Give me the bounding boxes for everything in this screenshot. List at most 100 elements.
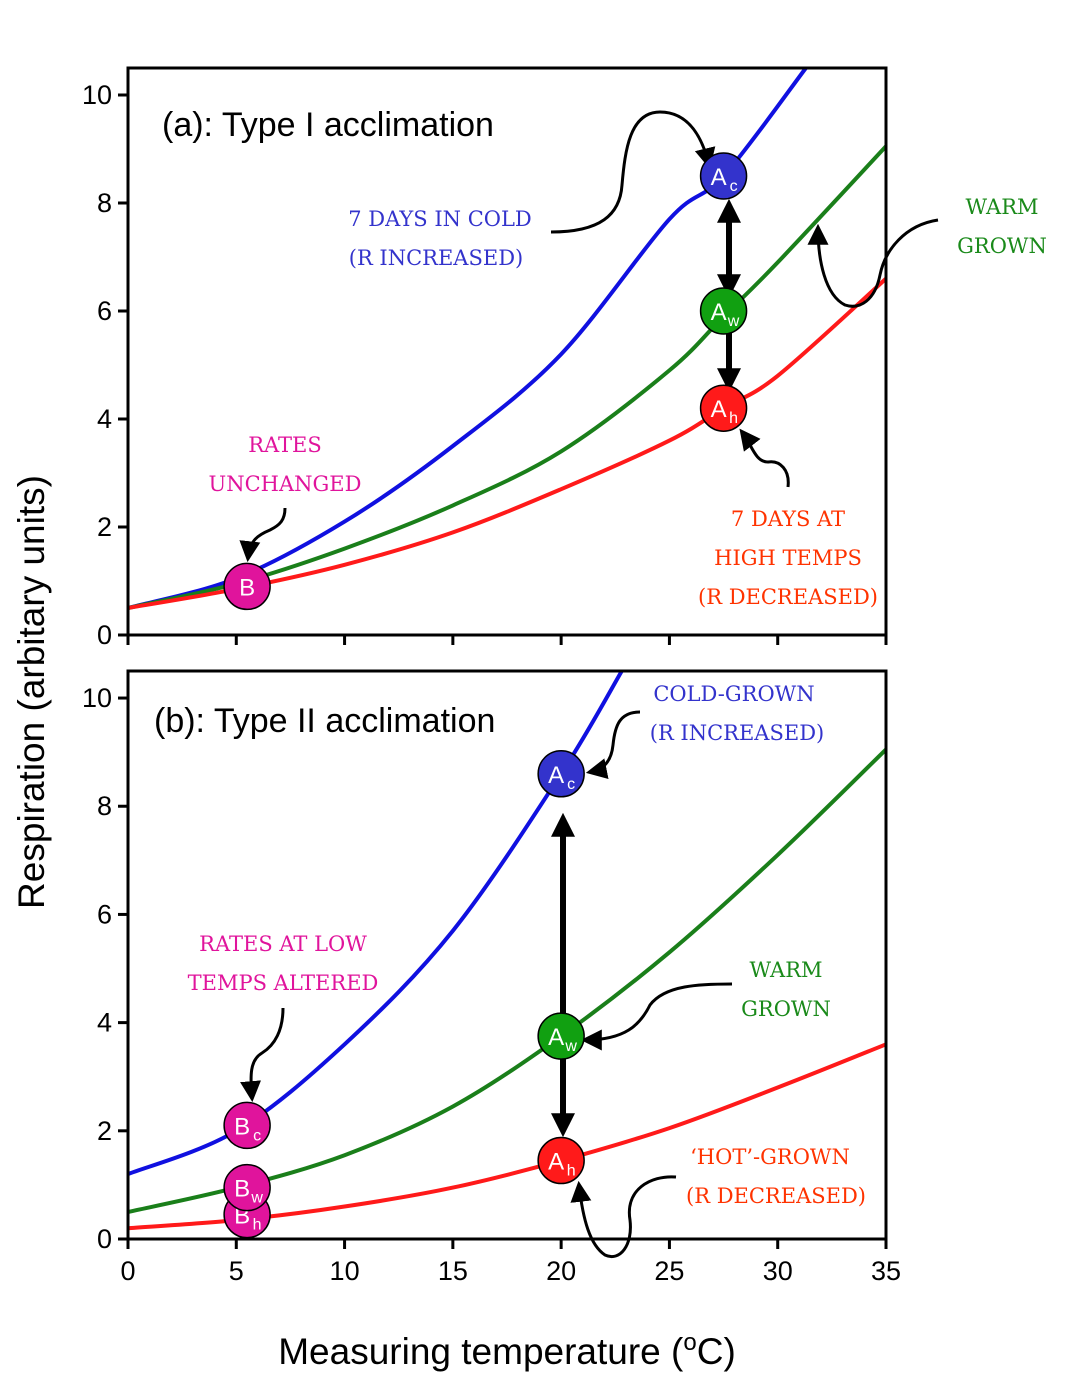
marker-circle [699, 384, 748, 432]
x-axis-title-unit: C) [697, 1331, 736, 1372]
arrow-altered-annotation [240, 1007, 285, 1103]
y-tick-label: 0 [97, 1224, 112, 1254]
marker-circle [699, 152, 748, 200]
panel-b-axes: 0 2 4 6 8 10 0 5 10 15 20 25 30 35 [82, 683, 901, 1286]
annotation-line: (R INCREASED) [349, 246, 523, 270]
marker-circle [537, 1136, 585, 1185]
y-tick-label: 4 [97, 404, 112, 434]
marker-subscript: c [253, 1127, 261, 1144]
arrow-warm-grown-annotation [580, 982, 733, 1051]
series-line [127, 669, 624, 1176]
y-tick-label: 6 [97, 899, 112, 929]
series-line [127, 144, 888, 610]
arrow-cold-grown-annotation [585, 710, 641, 779]
panel-a-markers: BA cA wA h [223, 152, 748, 611]
panel-a-annotation-unchanged: RATES UNCHANGED [209, 433, 362, 496]
y-tick-label: 6 [97, 296, 112, 326]
marker-subscript: w [564, 1038, 577, 1055]
marker-circle [223, 562, 271, 611]
annotation-line: RATES AT LOW [199, 932, 367, 956]
x-tick-label: 10 [330, 1256, 360, 1286]
panel-b-annotation-hot-grown: ‘HOT’-GROWN (R DECREASED) [686, 1145, 866, 1208]
y-tick-label: 4 [97, 1008, 112, 1038]
y-tick-label: 2 [97, 512, 112, 542]
y-tick-label: 10 [82, 683, 112, 713]
x-tick-label: 0 [120, 1256, 135, 1286]
x-tick-label: 15 [438, 1256, 468, 1286]
x-tick-label: 20 [546, 1256, 576, 1286]
panel-b-annotation-altered: RATES AT LOW TEMPS ALTERED [188, 932, 379, 995]
panel-a-annotation-cold: 7 DAYS IN COLD (R INCREASED) [348, 207, 532, 270]
marker-subscript: w [250, 1190, 263, 1207]
y-axis-title: Respiration (arbitary units) [11, 475, 52, 909]
panel-a-arrows [239, 110, 939, 563]
annotation-line: ‘HOT’-GROWN [690, 1145, 850, 1169]
marker-label: A [548, 1024, 564, 1051]
annotation-line: GROWN [741, 997, 831, 1021]
annotation-line: (R DECREASED) [698, 585, 878, 609]
annotation-line: HIGH TEMPS [714, 546, 862, 570]
panel-b-title: (b): Type II acclimation [154, 702, 495, 740]
marker-subscript: w [727, 313, 740, 330]
panel-b-annotation-warm-grown: WARM GROWN [741, 958, 831, 1021]
y-tick-label: 8 [97, 188, 112, 218]
arrow-cold-annotation [550, 110, 716, 234]
panel-b-annotation-cold-grown: COLD-GROWN (R INCREASED) [650, 682, 824, 745]
x-axis-title-main: Measuring temperature ( [278, 1331, 684, 1372]
marker-circle [223, 1101, 271, 1150]
panel-a-annotation-high-temps: 7 DAYS AT HIGH TEMPS (R DECREASED) [698, 507, 878, 609]
x-axis-title-degree: o [683, 1329, 696, 1356]
annotation-line: (R DECREASED) [686, 1184, 866, 1208]
panel-b-frame [126, 669, 888, 1241]
x-tick-label: 35 [871, 1256, 901, 1286]
marker-circle [699, 287, 748, 335]
x-tick-label: 30 [763, 1256, 793, 1286]
marker-circle [537, 1012, 585, 1060]
marker-subscript: h [567, 1163, 576, 1180]
annotation-line: WARM [749, 958, 822, 982]
panel-a-annotation-warm: WARM GROWN [957, 195, 1047, 258]
panel-a-axes: 0 2 4 6 8 10 [82, 80, 888, 650]
annotation-line: 7 DAYS IN COLD [348, 207, 532, 231]
marker-label: B [234, 1113, 250, 1140]
marker-label: A [548, 1149, 564, 1176]
annotation-line: RATES [248, 433, 322, 457]
marker-label: A [711, 299, 727, 326]
marker-label: A [548, 762, 564, 789]
annotation-line: UNCHANGED [209, 472, 362, 496]
marker-label: B [239, 574, 255, 601]
marker-label: B [234, 1176, 250, 1203]
annotation-line: WARM [965, 195, 1038, 219]
annotation-line: GROWN [957, 234, 1047, 258]
marker-subscript: h [729, 410, 738, 427]
marker-circle [223, 1163, 271, 1212]
y-tick-label: 8 [97, 791, 112, 821]
y-tick-label: 0 [97, 620, 112, 650]
annotation-line: COLD-GROWN [653, 682, 814, 706]
marker-circle [537, 750, 585, 798]
y-tick-label: 2 [97, 1116, 112, 1146]
marker: B [223, 562, 271, 611]
arrow-high-temps-annotation [739, 428, 790, 488]
marker-label: A [711, 396, 727, 423]
x-tick-label: 25 [654, 1256, 684, 1286]
x-axis-title: Measuring temperature (oC) [278, 1329, 736, 1372]
x-tick-label: 5 [229, 1256, 244, 1286]
arrow-warm-annotation [807, 218, 939, 308]
marker-label: A [711, 164, 727, 191]
panel-a-title: (a): Type I acclimation [162, 106, 494, 144]
marker-subscript: h [253, 1217, 262, 1234]
panel-a-frame [126, 66, 888, 637]
annotation-line: TEMPS ALTERED [188, 971, 379, 995]
